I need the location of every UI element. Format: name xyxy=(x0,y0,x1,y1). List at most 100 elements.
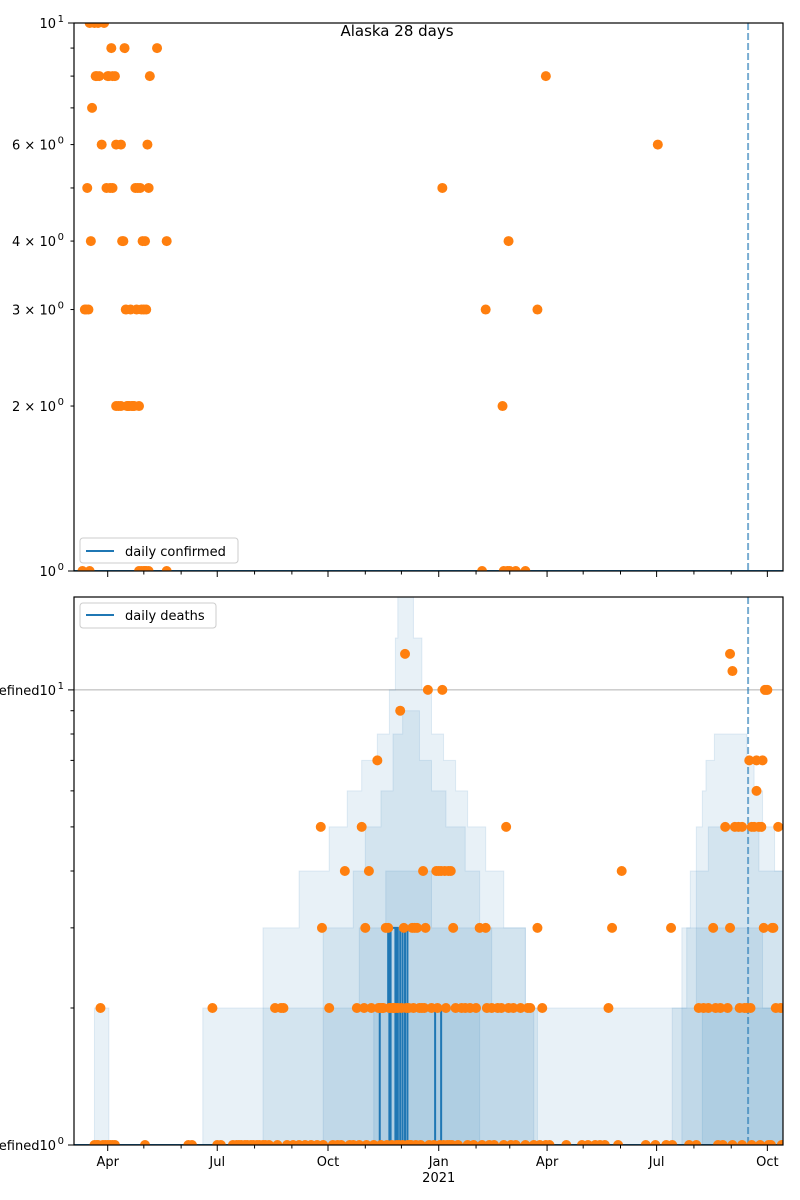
data-point xyxy=(561,1140,572,1145)
data-point xyxy=(96,139,107,150)
data-point xyxy=(480,304,491,315)
data-point xyxy=(84,566,95,571)
data-point xyxy=(468,1140,479,1145)
data-point xyxy=(186,1140,197,1145)
data-point xyxy=(616,866,627,876)
data-point xyxy=(366,1003,377,1013)
data-point xyxy=(599,1140,610,1145)
y-tick-exponent: 1 xyxy=(58,681,64,692)
data-point xyxy=(722,1003,733,1013)
data-point xyxy=(532,304,543,315)
data-point xyxy=(87,102,98,113)
data-point xyxy=(432,1003,443,1013)
plot-area xyxy=(74,23,783,571)
x-tick-label: Apr xyxy=(96,1155,119,1170)
data-point xyxy=(720,821,731,832)
x-tick-label: Apr xyxy=(536,1155,559,1170)
data-point xyxy=(445,866,456,876)
x-tick-label: Oct xyxy=(317,1155,339,1170)
x-tick-year-label: 2021 xyxy=(422,1171,455,1186)
data-point xyxy=(737,821,748,832)
data-point xyxy=(751,785,762,796)
data-point xyxy=(419,1003,430,1013)
data-point xyxy=(510,566,521,571)
bottom-axes: undefined101undefined100AprJulOctJanAprJ… xyxy=(0,596,784,1186)
data-point xyxy=(316,922,327,933)
data-point xyxy=(398,922,409,933)
data-point xyxy=(83,304,94,315)
top-legend: daily confirmed xyxy=(79,537,239,564)
data-point xyxy=(135,182,146,193)
data-point xyxy=(667,1140,678,1145)
data-point xyxy=(746,821,757,832)
x-tick-label: Jul xyxy=(648,1155,665,1170)
data-point xyxy=(85,236,96,247)
data-point xyxy=(372,755,383,766)
data-point xyxy=(395,705,406,716)
data-point xyxy=(607,922,618,933)
data-point xyxy=(452,1140,463,1145)
y-tick-exponent: 0 xyxy=(58,301,64,312)
y-tick-label: 6 × 10 xyxy=(12,139,56,154)
data-point xyxy=(650,1140,661,1145)
data-point xyxy=(666,922,677,933)
y-tick-label: undefined10 xyxy=(0,1139,56,1154)
legend-label: daily deaths xyxy=(125,609,205,624)
data-point xyxy=(359,1003,370,1013)
data-point xyxy=(477,566,488,571)
data-point xyxy=(703,1003,714,1013)
data-point xyxy=(119,43,130,54)
data-point xyxy=(515,1003,526,1013)
data-point xyxy=(140,236,151,247)
data-point xyxy=(82,182,93,193)
data-point xyxy=(363,866,374,876)
data-point xyxy=(412,922,423,933)
data-point xyxy=(400,648,411,659)
plot-area xyxy=(74,597,783,1145)
data-point xyxy=(143,566,154,571)
data-point xyxy=(324,1003,335,1013)
y-tick-exponent: 0 xyxy=(58,232,64,243)
y-tick-label: 10 xyxy=(39,17,56,32)
legend-label: daily confirmed xyxy=(125,545,226,560)
data-point xyxy=(489,1140,500,1145)
data-point xyxy=(161,566,172,571)
data-point xyxy=(756,821,767,832)
data-point xyxy=(315,821,326,832)
data-point xyxy=(652,139,663,150)
data-point xyxy=(768,922,779,933)
data-point xyxy=(415,1140,426,1145)
data-point xyxy=(142,139,153,150)
x-tick-label: Jul xyxy=(208,1155,225,1170)
top-axes: 10 16 × 10 04 × 10 03 × 10 02 × 10 010 0 xyxy=(12,14,784,580)
data-point xyxy=(520,1140,531,1145)
data-point xyxy=(207,1003,218,1013)
data-point xyxy=(318,1140,329,1145)
data-point xyxy=(109,1140,120,1145)
data-point xyxy=(360,922,371,933)
data-point xyxy=(773,821,783,832)
data-point xyxy=(471,1003,482,1013)
data-point xyxy=(118,236,129,247)
data-point xyxy=(215,1140,226,1145)
data-point xyxy=(336,1140,347,1145)
chart-title: Alaska 28 days xyxy=(340,22,453,40)
data-point xyxy=(727,1140,738,1145)
data-point xyxy=(496,1003,507,1013)
legend-frame xyxy=(79,602,217,629)
bottom-legend: daily deaths xyxy=(79,602,217,629)
data-point xyxy=(134,401,145,412)
data-point xyxy=(725,922,736,933)
y-tick-exponent: 0 xyxy=(58,562,64,573)
data-point xyxy=(437,684,448,695)
data-point xyxy=(115,139,126,150)
data-point xyxy=(758,922,769,933)
y-tick-label: 10 xyxy=(39,565,56,580)
data-point xyxy=(537,1003,548,1013)
data-point xyxy=(141,304,152,315)
data-point xyxy=(503,236,514,247)
data-point xyxy=(532,922,543,933)
data-point xyxy=(737,1140,748,1145)
data-point xyxy=(746,1140,757,1145)
